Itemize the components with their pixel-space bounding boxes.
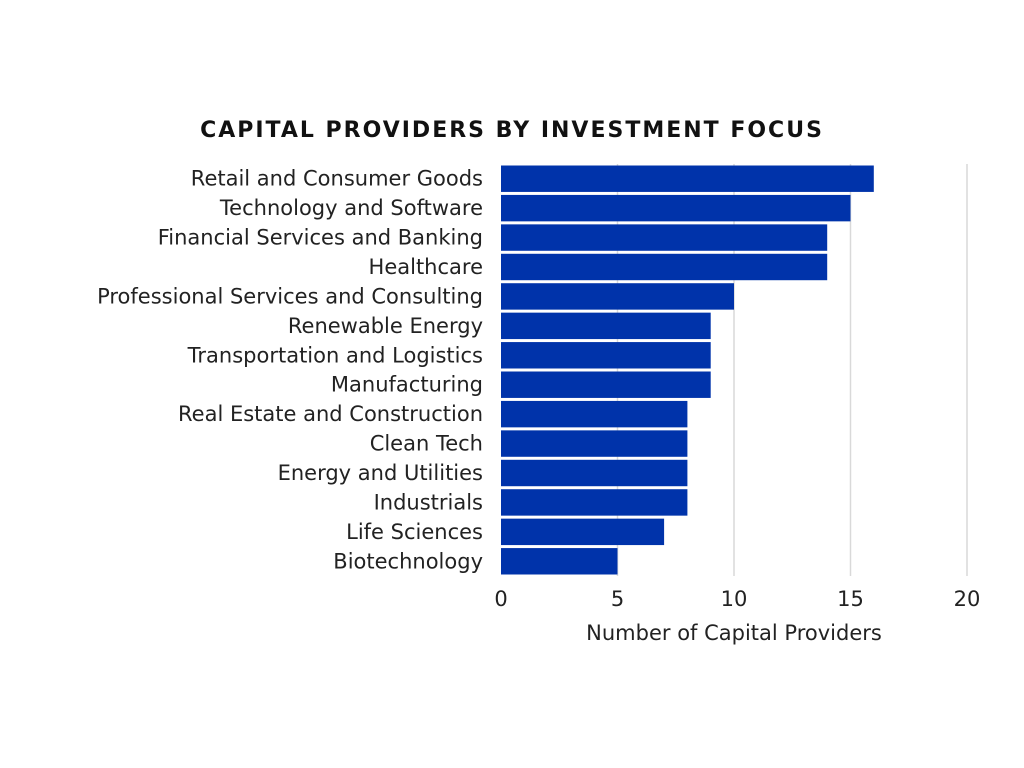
bar	[501, 518, 665, 546]
bar	[501, 342, 711, 369]
bars	[501, 165, 874, 575]
chart-title: CAPITAL PROVIDERS BY INVESTMENT FOCUS	[200, 118, 824, 143]
x-tick-label: 5	[611, 587, 624, 611]
category-label: Industrials	[374, 490, 483, 514]
bar	[501, 165, 874, 192]
bar	[501, 253, 828, 281]
x-axis-title: Number of Capital Providers	[586, 621, 882, 645]
x-tick-label: 20	[954, 587, 981, 611]
bar	[501, 194, 851, 222]
category-label: Technology and Software	[219, 196, 483, 220]
x-tick-label: 10	[721, 587, 748, 611]
category-label: Transportation and Logistics	[187, 343, 483, 367]
bar	[501, 489, 688, 516]
category-label: Financial Services and Banking	[158, 226, 483, 250]
x-tick-label: 0	[494, 587, 507, 611]
category-label: Manufacturing	[331, 373, 483, 397]
category-label: Real Estate and Construction	[178, 402, 483, 426]
x-tick-labels: 0 5 10 15 20	[494, 587, 980, 611]
category-label: Retail and Consumer Goods	[191, 167, 483, 191]
bar	[501, 283, 734, 310]
bar	[501, 371, 711, 398]
bar	[501, 430, 688, 457]
category-label: Energy and Utilities	[278, 461, 483, 485]
category-label: Biotechnology	[333, 549, 483, 573]
bar	[501, 224, 828, 251]
bar	[501, 312, 711, 340]
category-label: Renewable Energy	[288, 314, 483, 338]
bar	[501, 548, 618, 575]
category-label: Clean Tech	[370, 432, 483, 456]
category-label: Life Sciences	[346, 520, 483, 544]
category-label: Healthcare	[369, 255, 483, 279]
x-tick-label: 15	[837, 587, 864, 611]
category-labels: Retail and Consumer Goods Technology and …	[97, 167, 483, 574]
category-label: Professional Services and Consulting	[97, 284, 483, 308]
bar	[501, 400, 688, 428]
bar	[501, 459, 688, 487]
